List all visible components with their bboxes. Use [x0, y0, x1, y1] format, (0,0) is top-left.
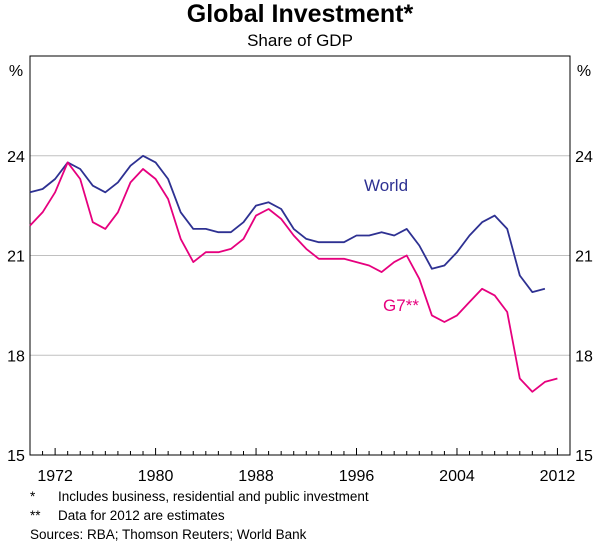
footnote-2: ** Data for 2012 are estimates: [30, 506, 369, 525]
grid: [30, 155, 570, 356]
series-line-world: [29, 154, 546, 294]
y-tick-label-right: 24: [575, 149, 593, 166]
footnotes: * Includes business, residential and pub…: [30, 487, 369, 544]
series-label-g7: G7**: [383, 296, 419, 315]
y-tick-label-left: 24: [7, 149, 25, 166]
y-tick-label-right: 18: [575, 348, 593, 365]
y-tick-label-right: 15: [575, 448, 593, 465]
x-tick-label: 2012: [540, 468, 576, 485]
y-tick-label-right: 21: [575, 249, 593, 266]
x-tick-label: 1988: [238, 468, 274, 485]
series-label-world: World: [364, 176, 408, 195]
x-ticks: [42, 448, 558, 455]
footnote-1: * Includes business, residential and pub…: [30, 487, 369, 506]
labels-group: 15 15 18 18 21 21 24 24 1972 1980 1988 1996 2004 2012: [7, 149, 593, 485]
chart-title: Global Investment*: [186, 0, 414, 28]
x-tick-label: 1996: [339, 468, 375, 485]
x-tick-label: 2004: [439, 468, 475, 485]
y-tick-label-left: 21: [7, 249, 25, 266]
sources: Sources: RBA; Thomson Reuters; World Ban…: [30, 527, 307, 542]
x-tick-label: 1980: [138, 468, 174, 485]
footnote-text: Data for 2012 are estimates: [58, 508, 225, 523]
series-line-g7: [29, 161, 558, 393]
x-tick-label: 1972: [37, 468, 73, 485]
plot-frame: [29, 55, 571, 456]
y-axis-label-left: %: [9, 63, 23, 80]
y-tick-label-left: 15: [7, 448, 25, 465]
series-group: [29, 154, 558, 393]
chart-subtitle: Share of GDP: [247, 31, 353, 50]
footnote-mark: **: [30, 508, 41, 523]
footnote-mark: *: [30, 489, 36, 504]
y-axis-label-right: %: [577, 63, 591, 80]
footnote-text: Includes business, residential and publi…: [58, 489, 369, 504]
y-tick-label-left: 18: [7, 348, 25, 365]
